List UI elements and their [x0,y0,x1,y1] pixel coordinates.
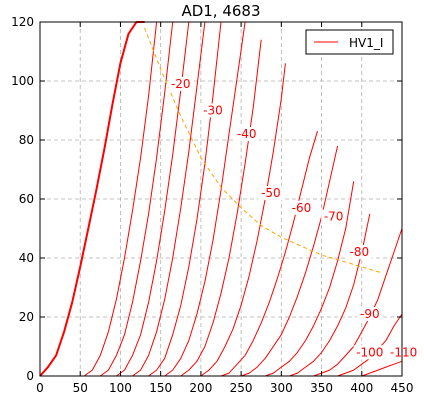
x-tick-label: 450 [391,381,414,395]
x-tick-label: 0 [36,381,44,395]
curve-label: -110 [390,345,417,359]
chart-title: AD1, 4683 [181,2,260,20]
x-tick-label: 200 [189,381,212,395]
curve-label: -30 [203,103,223,117]
series-line-curve-4 [116,21,190,377]
tick-group: 0 50 100 150 200 250 300 350 400 450 0 20 40 60 80 100 1… [11,15,413,395]
curve-label: -100 [356,345,383,359]
legend: HV1_I [305,29,394,55]
y-tick-label: 100 [11,74,34,88]
load-line-group [144,27,383,274]
x-tick-label: 50 [73,381,88,395]
curve-label-bg [234,127,260,142]
x-tick-label: 400 [350,381,373,395]
curve-label-bg [168,76,194,91]
series-line-curve-2 [83,21,158,377]
curve-label-bg [357,307,383,321]
curve-label-bg [200,103,226,118]
x-tick-label: 350 [310,381,333,395]
curve-label-bg [258,186,284,201]
legend-label: HV1_I [349,36,383,50]
y-tick-label: 120 [11,15,34,29]
x-tick-label: 100 [109,381,132,395]
curve-label-group: -20 -30 -40 -50 -60 -70 -80 -90 -100 -110 [168,76,420,360]
curve-label: -50 [261,186,281,200]
curve-label-bg [321,209,347,224]
series-line--50 [200,63,286,377]
curve-label-bg [346,245,372,260]
curve-label: -90 [360,307,380,321]
series-line--20 [132,21,206,377]
y-tick-label: 20 [19,310,34,324]
load-line [144,27,383,274]
curve-label: -40 [237,127,257,141]
x-tick-label: 250 [230,381,253,395]
series-line--30 [148,21,222,377]
series-line--90 [313,228,403,377]
series-line--80 [265,181,355,377]
curve-label: -70 [324,210,344,224]
series-line--60 [220,131,318,377]
series-line--110 [361,360,403,377]
y-tick-label: 40 [19,251,34,265]
curve-label-bg [387,345,420,360]
x-tick-label: 300 [270,381,293,395]
curve-label-bg [289,200,314,215]
series-line-curve-13 [289,213,371,377]
series-line-0 [39,21,145,377]
y-tick-label: 80 [19,133,34,147]
series-line-curve-8 [180,39,262,377]
x-tick-label: 150 [149,381,172,395]
y-tick-label: 60 [19,192,34,206]
curve-group [39,21,403,377]
curve-label: -80 [350,245,370,259]
curve-label: -20 [171,77,191,91]
y-tick-label: 0 [26,369,34,383]
curve-label: -60 [292,201,312,215]
curve-label-bg [353,345,387,360]
series-line--40 [164,21,246,377]
series-line-curve-3 [100,21,174,377]
